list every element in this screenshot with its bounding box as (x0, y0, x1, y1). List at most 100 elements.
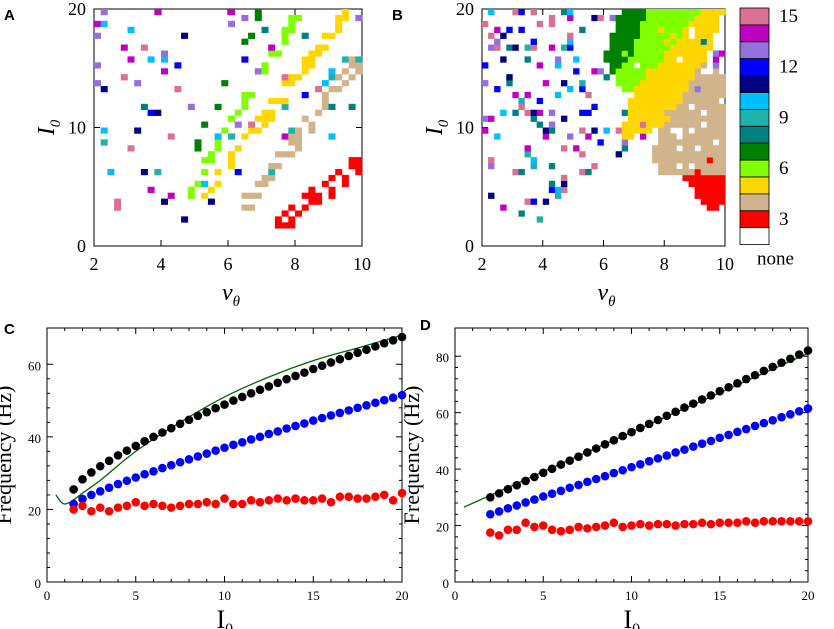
heatmap-cell (627, 127, 635, 134)
heatmap-cell (682, 157, 689, 164)
heatmap-cell (512, 109, 519, 116)
data-point (759, 517, 769, 526)
heatmap-cell (694, 91, 701, 99)
heatmap-cell (341, 180, 349, 188)
heatmap-cell (682, 26, 689, 33)
heatmap-cell (658, 44, 665, 51)
heatmap-cell (646, 44, 653, 51)
heatmap-cell (94, 80, 101, 87)
heatmap-cell (201, 168, 209, 176)
heatmap-cell (694, 163, 701, 170)
data-point (202, 407, 212, 417)
heatmap-cell (664, 20, 671, 28)
heatmap-cell (341, 80, 349, 87)
heatmap-cell (536, 109, 544, 116)
heatmap-cell (682, 174, 689, 182)
heatmap-cell (530, 157, 537, 164)
heatmap-cell (682, 103, 689, 111)
data-point (291, 421, 300, 431)
heatmap-cell (688, 115, 695, 122)
heatmap-cell (615, 20, 623, 28)
data-point (166, 423, 176, 433)
y-axis-subscript: 0 (48, 119, 64, 127)
heatmap-cell (161, 68, 168, 75)
heatmap-cell (288, 127, 296, 134)
colorbar-swatch (739, 176, 770, 195)
heatmap-cell (639, 56, 647, 63)
heatmap-cell (554, 62, 562, 69)
heatmap-cell (548, 186, 556, 193)
heatmap-cell (688, 62, 695, 69)
heatmap-cell (700, 157, 708, 164)
heatmap-cell (560, 115, 568, 122)
heatmap-cell (554, 192, 562, 199)
data-point (140, 469, 149, 479)
heatmap-cell (718, 163, 726, 170)
heatmap-cell (646, 86, 653, 93)
heatmap-cell (518, 97, 525, 105)
heatmap-cell (712, 121, 720, 128)
heatmap-cell (261, 180, 269, 188)
heatmap-cell (676, 103, 683, 111)
heatmap-cell (627, 133, 635, 140)
data-point (574, 452, 583, 461)
data-point (786, 410, 795, 419)
heatmap-cell (268, 174, 276, 182)
heatmap-cell (670, 20, 677, 28)
heatmap-cell (658, 86, 665, 93)
heatmap-cell (308, 186, 316, 193)
heatmap-cell (585, 91, 592, 99)
heatmap-cell (288, 20, 296, 28)
heatmap-cell (682, 86, 689, 93)
heatmap-cell (652, 145, 659, 152)
heatmap-cell (161, 56, 168, 63)
heatmap-cell (664, 26, 671, 33)
heatmap-cell (694, 121, 701, 128)
heatmap-cell (688, 157, 695, 164)
heatmap-cell (639, 103, 647, 111)
heatmap-cell (140, 168, 148, 176)
heatmap-cell (700, 62, 708, 69)
heatmap-cell (664, 139, 671, 146)
heatmap-cell (712, 168, 720, 176)
heatmap-cell (560, 180, 568, 188)
heatmap-cell (524, 145, 531, 152)
heatmap-cell (712, 20, 720, 28)
heatmap-cell (248, 204, 256, 211)
heatmap-cell (621, 80, 629, 87)
heatmap-cell (524, 109, 531, 116)
data-point (202, 497, 212, 507)
data-point (149, 499, 158, 509)
data-point (362, 494, 371, 503)
heatmap-cell (700, 139, 708, 146)
heatmap-cell (281, 38, 289, 45)
heatmap-cell (658, 62, 665, 69)
x-tick-label: 8 (660, 254, 669, 274)
heatmap-cell (603, 127, 610, 134)
data-point (794, 350, 804, 359)
heatmap-cell (646, 74, 653, 81)
data-point (202, 449, 212, 458)
heatmap-cell (261, 62, 269, 69)
heatmap-cell (639, 38, 647, 45)
heatmap-cell (100, 139, 108, 146)
heatmap-cell (670, 32, 677, 39)
heatmap-cell (609, 14, 616, 22)
heatmap-cell (560, 145, 568, 152)
heatmap-cell (700, 145, 708, 152)
x-tick-label: 0 (452, 588, 459, 603)
data-point (591, 444, 601, 453)
heatmap-cell (627, 80, 635, 87)
heatmap-cell (518, 9, 525, 16)
x-tick-label: 4 (538, 254, 547, 274)
heatmap-cell (615, 74, 623, 81)
heatmap-cell (194, 180, 202, 188)
heatmap-cell (670, 74, 677, 81)
heatmap-cell (207, 157, 215, 164)
heatmap-cell (664, 151, 671, 158)
heatmap-cell (621, 139, 629, 146)
panel-label-c: C (4, 321, 15, 338)
heatmap-cell (682, 80, 689, 87)
heatmap-cell (301, 56, 309, 63)
colorbar-swatch (739, 41, 770, 60)
